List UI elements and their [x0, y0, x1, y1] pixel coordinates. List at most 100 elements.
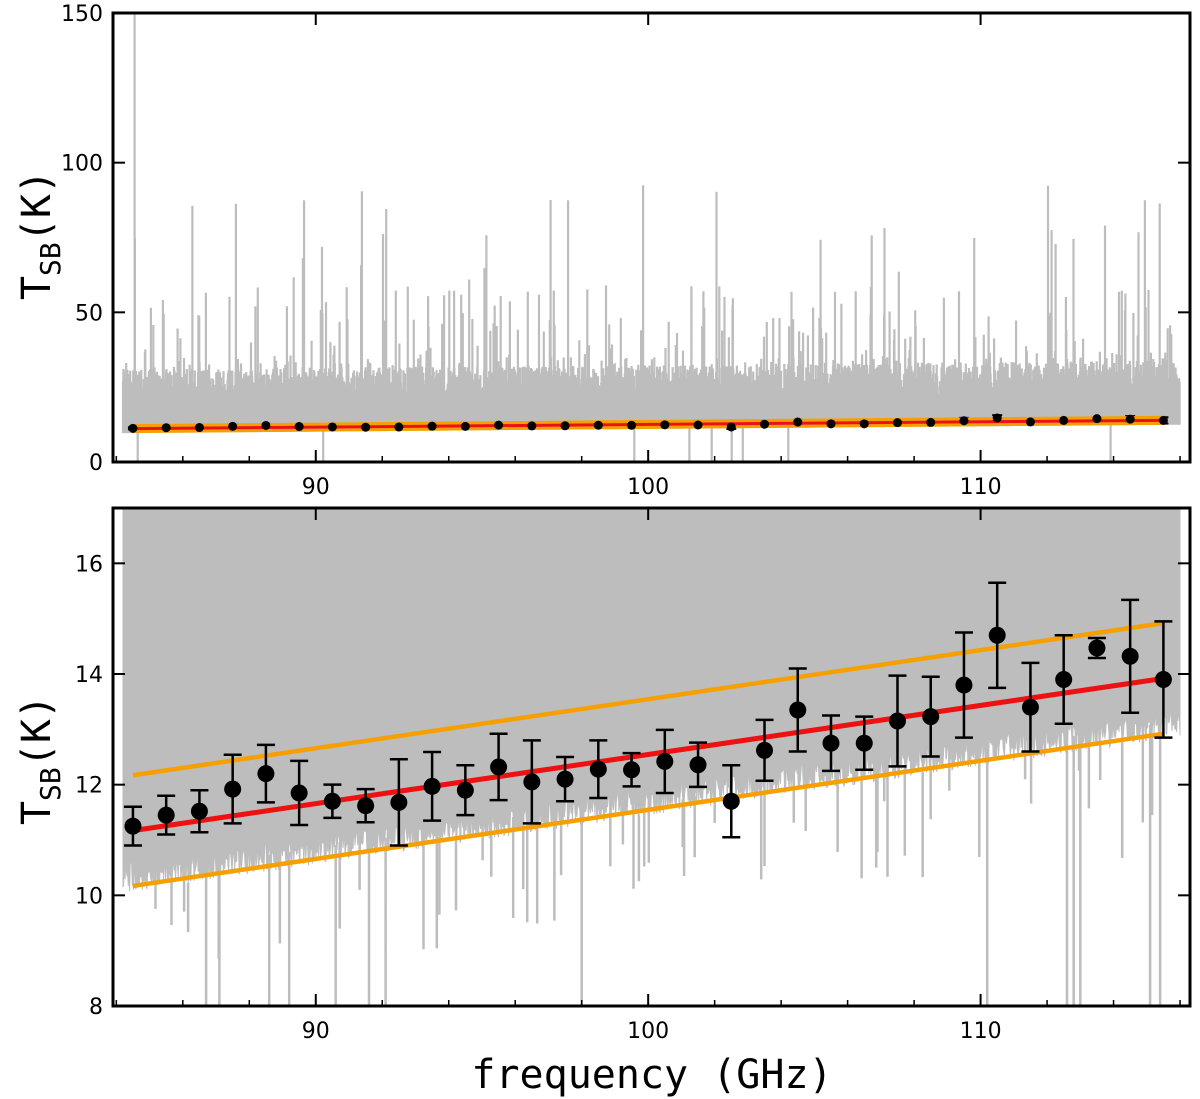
- bottom-data-point: [523, 773, 541, 791]
- top-fit-lines: [132, 415, 1164, 434]
- bottom-data-point: [257, 765, 275, 783]
- bottom-data-point: [855, 734, 873, 752]
- bottom-data-point: [390, 793, 408, 811]
- bottom-data-point: [689, 756, 707, 774]
- bottom-data-point: [756, 741, 774, 759]
- top-data-point: [959, 416, 969, 426]
- bottom-data-point: [190, 802, 208, 820]
- bottom-fit-line-red: [132, 675, 1164, 834]
- bottom-data-point: [357, 797, 375, 815]
- bottom-data-point: [1055, 671, 1073, 689]
- top-data-point: [726, 422, 736, 432]
- top-data-point: [460, 421, 470, 431]
- top-y-tick-label: 150: [61, 2, 103, 27]
- bottom-data-point: [922, 708, 940, 726]
- bottom-plot-frame: [111, 506, 1192, 1008]
- bottom-fit-line: [132, 675, 1164, 834]
- top-data-point: [527, 421, 537, 431]
- top-spectrum: [121, 13, 1181, 462]
- bottom-y-tick-label: 8: [89, 995, 103, 1020]
- top-y-tick-label: 100: [61, 152, 103, 177]
- bottom-data-point: [1154, 671, 1172, 689]
- top-data-point: [261, 420, 271, 430]
- top-data-point: [194, 423, 204, 433]
- bottom-data-point: [988, 626, 1006, 644]
- bottom-x-tick-label: 110: [960, 1019, 1002, 1044]
- bottom-data-point: [722, 792, 740, 810]
- top-fit-line-red: [132, 418, 1164, 431]
- top-lower-envelope-line: [132, 421, 1164, 434]
- top-axis-ticks: 90 100 110 0 50 100 150: [61, 2, 1190, 500]
- bottom-data-point: [656, 752, 674, 770]
- top-x-tick-label: 90: [302, 475, 330, 500]
- top-data-point: [660, 420, 670, 430]
- bottom-data-point: [323, 792, 341, 810]
- bottom-data-point: [556, 770, 574, 788]
- top-upper-envelope-line: [132, 415, 1164, 428]
- top-data-point: [494, 420, 504, 430]
- top-y-axis-title: TSB(K): [14, 170, 67, 300]
- bottom-x-axis-title: frequency (GHz): [471, 1052, 832, 1098]
- top-data-point: [892, 418, 902, 428]
- top-data-point: [693, 420, 703, 430]
- bottom-y-tick-label: 10: [75, 884, 103, 909]
- top-data-point: [593, 420, 603, 430]
- top-data-point: [128, 423, 138, 433]
- bottom-data-point: [888, 712, 906, 730]
- bottom-data-point: [822, 734, 840, 752]
- top-data-point: [1092, 414, 1102, 424]
- bottom-envelope-lines: [132, 620, 1164, 889]
- bottom-y-tick-label: 16: [75, 552, 103, 577]
- bottom-x-tick-label: 90: [302, 1019, 330, 1044]
- bottom-data-point: [1121, 647, 1139, 665]
- bottom-data-point: [290, 784, 308, 802]
- bottom-data-point: [623, 761, 641, 779]
- top-data-point: [427, 421, 437, 431]
- top-y-tick-label: 0: [89, 451, 103, 476]
- top-data-points: [128, 413, 1168, 433]
- bottom-data-point: [1088, 639, 1106, 657]
- top-data-point: [1125, 414, 1135, 424]
- top-data-point: [161, 423, 171, 433]
- top-data-point: [228, 421, 238, 431]
- top-data-point: [1025, 417, 1035, 427]
- bottom-data-points: [124, 626, 1172, 835]
- top-x-tick-label: 100: [627, 475, 669, 500]
- bottom-y-tick-label: 14: [75, 663, 103, 688]
- top-data-point: [926, 417, 936, 427]
- top-data-point: [627, 420, 637, 430]
- bottom-x-tick-label: 100: [627, 1019, 669, 1044]
- top-data-point: [394, 422, 404, 432]
- top-plot-frame: [111, 11, 1192, 464]
- top-y-tick-label: 50: [75, 301, 103, 326]
- bottom-panel: 90 100 110 8 10 12 14 16 TSB(K) frequency (GHz): [14, 506, 1192, 1098]
- top-spectrum-trace: [121, 13, 1181, 462]
- bottom-data-point: [490, 758, 508, 776]
- bottom-data-point: [224, 780, 242, 798]
- top-data-point: [826, 419, 836, 429]
- top-data-point: [327, 422, 337, 432]
- bottom-data-point: [456, 781, 474, 799]
- bottom-data-point: [1021, 698, 1039, 716]
- bottom-spectrum: [122, 508, 1181, 1006]
- top-x-tick-label: 110: [960, 475, 1002, 500]
- top-data-point: [1059, 415, 1069, 425]
- bottom-y-tick-label: 12: [75, 774, 103, 799]
- bottom-upper-envelope-line: [132, 620, 1164, 778]
- top-data-point: [793, 417, 803, 427]
- top-panel: 90 100 110 0 50 100 150 TSB(K): [14, 2, 1192, 500]
- top-data-point: [859, 419, 869, 429]
- bottom-data-point: [157, 806, 175, 824]
- top-data-point: [760, 419, 770, 429]
- bottom-y-axis-title: TSB(K): [14, 695, 67, 825]
- bottom-data-point: [955, 676, 973, 694]
- bottom-data-point: [789, 701, 807, 719]
- bottom-lower-envelope-line: [132, 731, 1164, 889]
- bottom-data-point: [589, 760, 607, 778]
- bottom-axis-ticks: 90 100 110 8 10 12 14 16: [75, 508, 1190, 1044]
- top-data-point: [1158, 415, 1168, 425]
- bottom-data-point: [423, 777, 441, 795]
- top-data-point: [294, 422, 304, 432]
- top-data-point: [560, 421, 570, 431]
